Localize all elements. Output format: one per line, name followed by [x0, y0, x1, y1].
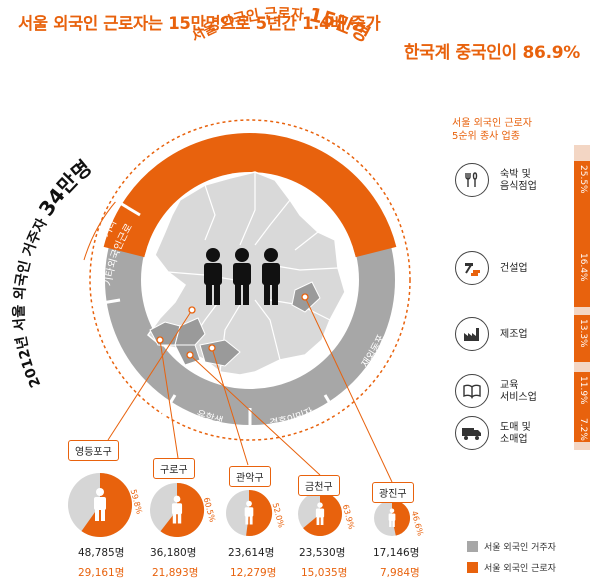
district-residents: 48,785명	[78, 547, 125, 559]
district-workers: 12,279명	[230, 567, 277, 579]
district-pct: 52.0%	[271, 502, 286, 529]
industry-label: 숙박 및 음식점업	[500, 169, 537, 192]
ring-dashed-outline	[89, 119, 411, 441]
district-pct: 46.6%	[410, 510, 425, 537]
headline-line1: 서울 외국인 근로자는 15만명으로 5년간 1.4배 증가	[18, 14, 381, 33]
industry-pct: 25.5%	[578, 165, 588, 194]
district-workers: 15,035명	[301, 567, 348, 579]
industry-label: 교육 서비스업	[500, 380, 537, 403]
industry-label: 제조업	[500, 329, 528, 340]
ring-chinese-segment	[103, 133, 397, 258]
district-workers: 21,893명	[152, 567, 199, 579]
person-icon	[388, 508, 396, 527]
industry-pct: 13.3%	[578, 319, 588, 348]
industry-row: 제조업 13.3%	[455, 315, 590, 362]
industry-label: 도매 및 소매업	[500, 422, 531, 445]
industry-row: 건설업 16.4%	[455, 249, 590, 307]
district-pct: 63.9%	[341, 503, 356, 530]
industry-bar: 13.3%	[574, 315, 590, 362]
industry-pct: 16.4%	[578, 253, 588, 282]
person-icon	[315, 502, 325, 525]
district-label: 금천구	[298, 475, 340, 496]
industry-row: 도매 및 소매업 7.2%	[455, 414, 590, 454]
industry-label: 건설업	[500, 263, 528, 274]
district-residents: 17,146명	[373, 547, 420, 559]
district-workers-slice	[392, 500, 411, 536]
district-label: 관악구	[229, 466, 271, 487]
headline-line2: 한국계 중국인이 86.9%	[403, 43, 580, 63]
factory-icon	[455, 317, 489, 351]
industry-bar: 11.9%	[574, 372, 590, 414]
district-label: 구로구	[153, 458, 195, 479]
people-icon	[204, 248, 280, 305]
industry-pct: 11.9%	[578, 376, 588, 405]
hammer-brick-icon	[455, 251, 489, 285]
industry-row: 숙박 및 음식점업 25.5%	[455, 161, 590, 251]
industry-row: 교육 서비스업 11.9%	[455, 372, 590, 414]
district-workers-slice	[81, 472, 133, 537]
legend-workers: 서울 외국인 근로자	[467, 561, 556, 574]
person-icon	[171, 495, 183, 524]
industry-bar: 16.4%	[574, 249, 590, 307]
industry-pct: 7.2%	[578, 418, 588, 441]
industry-bar: 7.2%	[574, 414, 590, 442]
district-residents: 36,180명	[150, 547, 197, 559]
person-icon	[94, 488, 106, 521]
person-icon	[244, 500, 254, 525]
district-workers: 29,161명	[78, 567, 125, 579]
book-icon	[455, 374, 489, 408]
district-label: 영등포구	[68, 440, 119, 461]
district-workers-slice	[160, 482, 205, 537]
district-workers: 7,984명	[380, 567, 420, 579]
industry-bar: 25.5%	[574, 161, 590, 251]
district-label: 광진구	[372, 482, 414, 503]
top5-title: 서울 외국인 근로자 5순위 종사 업종	[452, 118, 532, 142]
district-residents: 23,530명	[299, 547, 346, 559]
map-yeongdeungpo	[174, 317, 206, 346]
fork-spoon-icon	[455, 163, 489, 197]
district-residents: 23,614명	[228, 547, 275, 559]
legend-residents: 서울 외국인 거주자	[467, 540, 556, 553]
district-workers-slice	[246, 489, 273, 536]
truck-icon	[455, 416, 489, 450]
